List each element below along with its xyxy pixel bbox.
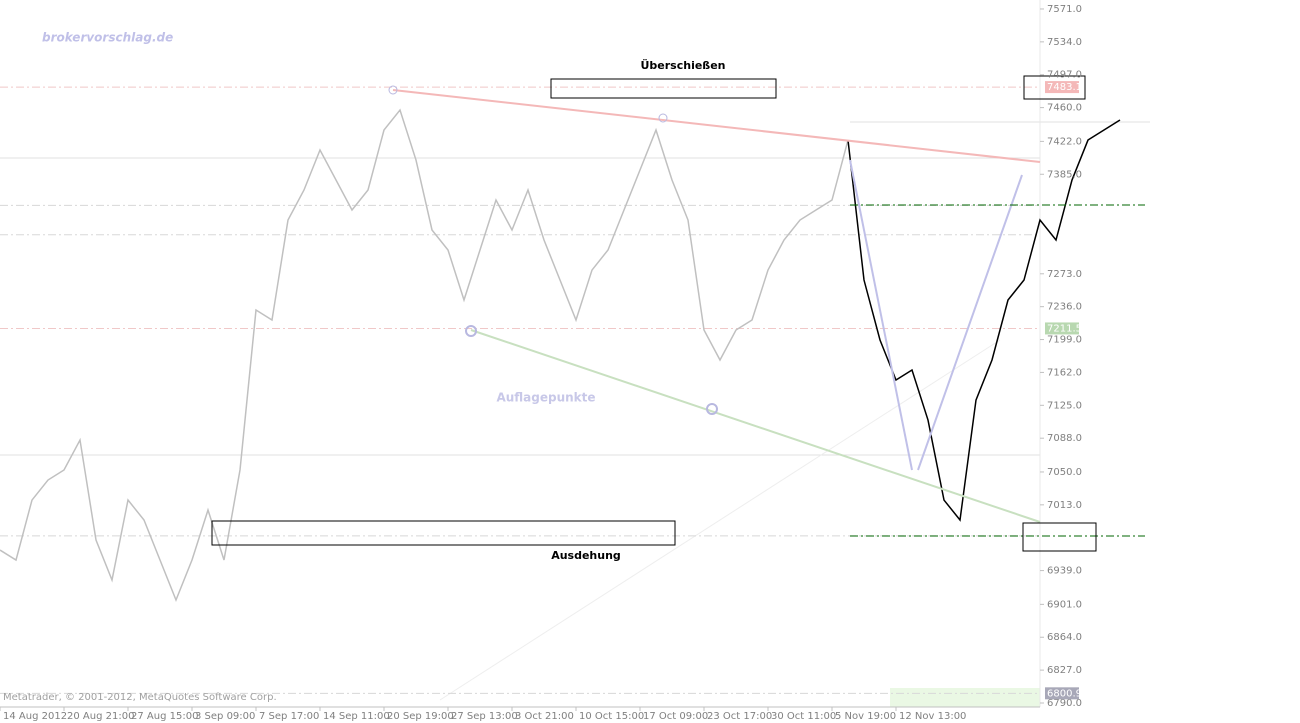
y-tick-label: 7422.0 — [1047, 136, 1082, 147]
y-tick-label: 7125.0 — [1047, 400, 1082, 411]
y-tick-label: 6901.0 — [1047, 599, 1082, 610]
x-tick-label: 3 Oct 21:00 — [515, 711, 574, 722]
box — [1022, 522, 1097, 552]
x-tick-label: 5 Nov 19:00 — [835, 711, 896, 722]
annotation: Überschießen — [640, 58, 725, 72]
price-tag — [1045, 322, 1079, 335]
x-tick-label: 20 Sep 19:00 — [387, 711, 454, 722]
trend-line — [470, 329, 1041, 523]
trend-line — [392, 89, 1041, 163]
price-line — [0, 108, 849, 603]
copyright: Metatrader, © 2001-2012, MetaQuotes Soft… — [3, 692, 277, 703]
x-tick-label: 27 Sep 13:00 — [451, 711, 518, 722]
y-tick-label: 7199.0 — [1047, 335, 1082, 346]
y-tick-label: 7162.0 — [1047, 367, 1082, 378]
box — [1023, 75, 1086, 100]
x-tick-label: 10 Oct 15:00 — [579, 711, 644, 722]
x-tick-label: 14 Aug 2012 — [3, 711, 67, 722]
y-tick-label: 6827.0 — [1047, 665, 1082, 676]
y-tick-label: 7236.0 — [1047, 302, 1082, 313]
box — [550, 78, 777, 99]
y-tick-label: 6939.0 — [1047, 566, 1082, 577]
y-tick-label: 7460.0 — [1047, 103, 1082, 114]
zone — [890, 688, 1040, 707]
annotation: Auflagepunkte — [496, 391, 595, 405]
x-tick-label: 14 Sep 11:00 — [323, 711, 390, 722]
price-tag — [1045, 687, 1079, 700]
y-tick-label: 7497.0 — [1047, 70, 1082, 81]
x-tick-label: 3 Sep 09:00 — [195, 711, 255, 722]
price-tag-label: 6800.9 — [1047, 688, 1082, 699]
x-tick-label: 30 Oct 11:00 — [771, 711, 836, 722]
marker — [706, 403, 718, 415]
marker — [658, 113, 668, 123]
y-tick-label: 7013.0 — [1047, 500, 1082, 511]
price-tag — [1045, 81, 1079, 94]
marker — [388, 85, 398, 95]
price-tag-label: 7211.5 — [1047, 323, 1082, 334]
x-tick-label: 17 Oct 09:00 — [643, 711, 708, 722]
trend-line — [439, 339, 1001, 701]
y-tick-label: 6790.0 — [1047, 698, 1082, 709]
box — [211, 520, 676, 546]
x-tick-label: 7 Sep 17:00 — [259, 711, 319, 722]
watermark: brokervorschlag.de — [42, 31, 173, 45]
y-tick-label: 7571.0 — [1047, 4, 1082, 15]
price-tag-label: 7483.1 — [1047, 82, 1082, 93]
x-tick-label: 27 Aug 15:00 — [131, 711, 198, 722]
marker — [465, 325, 477, 337]
annotation: Ausdehung — [551, 549, 621, 562]
y-tick-label: 7050.0 — [1047, 467, 1082, 478]
x-tick-label: 23 Oct 17:00 — [707, 711, 772, 722]
y-tick-label: 7088.0 — [1047, 433, 1082, 444]
x-tick-label: 20 Aug 21:00 — [67, 711, 134, 722]
y-tick-label: 7534.0 — [1047, 37, 1082, 48]
y-tick-label: 6864.0 — [1047, 632, 1082, 643]
y-tick-label: 7273.0 — [1047, 269, 1082, 280]
trend-line — [917, 174, 1023, 471]
trend-line — [849, 159, 913, 471]
y-tick-label: 7385.0 — [1047, 169, 1082, 180]
x-tick-label: 12 Nov 13:00 — [899, 711, 966, 722]
